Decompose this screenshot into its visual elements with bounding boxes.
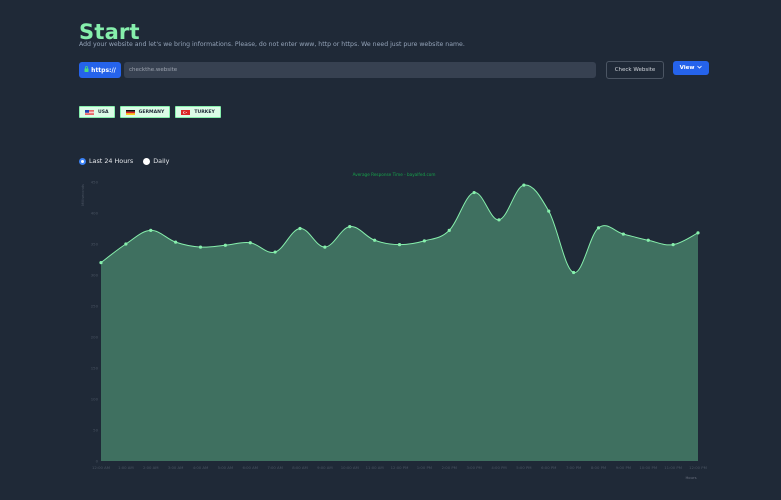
location-chip-germany[interactable]: GERMANY — [119, 106, 171, 118]
x-tick-label: 6:00 AM — [242, 465, 258, 470]
range-option-daily[interactable]: Daily — [143, 157, 169, 165]
y-tick-label: 250 — [91, 303, 99, 308]
x-tick-label: 9:00 AM — [317, 465, 333, 470]
chart-point[interactable] — [671, 243, 675, 247]
x-tick-label: 12:00 AM — [92, 465, 110, 470]
location-chip-turkey[interactable]: TURKEY — [175, 106, 221, 118]
protocol-button[interactable]: https:// — [79, 62, 121, 78]
y-tick-label: 300 — [91, 272, 99, 277]
chart-point[interactable] — [223, 243, 227, 247]
x-tick-label: 12:00 PM — [689, 465, 707, 470]
radio-button[interactable] — [143, 157, 151, 165]
radio-button-checked[interactable] — [79, 157, 86, 165]
x-tick-label: 5:00 PM — [516, 465, 531, 470]
chart-title: Average Response Time - bayalfed.com — [353, 172, 436, 177]
germany-flag-icon — [125, 109, 135, 115]
page-subtitle: Add your website and let's we bring info… — [79, 41, 465, 48]
website-input[interactable] — [124, 62, 596, 78]
chart-point[interactable] — [596, 226, 601, 230]
chart-point[interactable] — [149, 228, 153, 232]
range-option-label: Daily — [153, 157, 170, 165]
x-tick-label: 4:00 PM — [491, 465, 506, 470]
view-button-label: View — [679, 65, 695, 71]
y-tick-label: 150 — [91, 365, 99, 370]
view-button[interactable]: View — [673, 61, 709, 75]
chart-point[interactable] — [447, 228, 451, 232]
us-flag-icon — [85, 109, 94, 115]
chart-point[interactable] — [373, 238, 377, 242]
chart-point[interactable] — [547, 209, 551, 213]
check-website-button[interactable]: Check Website — [606, 61, 664, 79]
chart-point[interactable] — [248, 241, 252, 245]
y-tick-label: 50 — [93, 427, 98, 432]
x-tick-label: 12:00 PM — [391, 465, 409, 470]
y-tick-label: 450 — [91, 179, 99, 184]
chart-point[interactable] — [298, 226, 302, 231]
x-tick-label: 10:00 AM — [341, 465, 359, 470]
page-title: Start — [79, 20, 140, 44]
chart-area-fill — [101, 184, 698, 461]
x-tick-label: 5:00 AM — [218, 465, 234, 470]
y-tick-label: 100 — [91, 396, 99, 401]
x-tick-label: 9:00 PM — [616, 465, 631, 470]
x-tick-label: 3:00 PM — [466, 465, 481, 470]
x-tick-label: 7:00 AM — [267, 465, 283, 470]
x-tick-label: 8:00 AM — [292, 465, 308, 470]
y-tick-label: 350 — [91, 241, 99, 246]
chart-point[interactable] — [646, 238, 650, 242]
chart-point[interactable] — [696, 231, 700, 235]
x-tick-label: 3:00 AM — [168, 465, 184, 470]
chart-point[interactable] — [99, 261, 103, 265]
chart-point[interactable] — [348, 225, 352, 229]
chart-point[interactable] — [174, 240, 178, 244]
protocol-label: https:// — [91, 66, 116, 74]
chart-point[interactable] — [198, 245, 203, 249]
x-tick-label: 2:00 PM — [442, 465, 457, 470]
location-label: GERMANY — [138, 109, 165, 115]
y-tick-label: 0 — [96, 458, 99, 463]
location-chips: USA GERMANY TURKEY — [79, 106, 221, 118]
chart-point[interactable] — [522, 183, 526, 187]
location-label: USA — [98, 109, 109, 115]
chart-point[interactable] — [621, 232, 625, 236]
y-tick-label: 400 — [91, 210, 99, 215]
x-tick-label: 11:00 PM — [664, 465, 682, 470]
chart-point[interactable] — [472, 190, 476, 195]
x-tick-label: 4:00 AM — [193, 465, 209, 470]
time-range-selector: Last 24 Hours Daily — [79, 157, 169, 165]
x-tick-label: 7:00 PM — [566, 465, 581, 470]
chart-point[interactable] — [572, 270, 576, 275]
x-axis-label: Hours — [685, 475, 696, 480]
range-option-label: Last 24 Hours — [89, 157, 134, 165]
y-axis-label: Milliseconds — [81, 184, 85, 206]
y-tick-label: 200 — [91, 334, 99, 339]
chart-point[interactable] — [323, 245, 327, 249]
x-tick-label: 1:00 PM — [417, 465, 432, 470]
location-label: TURKEY — [194, 109, 215, 115]
x-tick-label: 1:00 AM — [118, 465, 134, 470]
chart-point[interactable] — [397, 243, 402, 247]
range-option-24h[interactable]: Last 24 Hours — [79, 157, 133, 165]
x-tick-label: 8:00 PM — [591, 465, 606, 470]
x-tick-label: 2:00 AM — [143, 465, 159, 470]
chart-point[interactable] — [124, 242, 128, 246]
turkey-flag-icon — [181, 109, 191, 115]
chart-point[interactable] — [497, 218, 501, 222]
chart-point[interactable] — [273, 250, 277, 254]
chevron-down-icon — [697, 65, 703, 71]
x-tick-label: 10:00 PM — [639, 465, 657, 470]
x-tick-label: 11:00 AM — [366, 465, 384, 470]
lock-icon — [84, 66, 89, 74]
x-tick-label: 6:00 PM — [541, 465, 556, 470]
location-chip-usa[interactable]: USA — [79, 106, 115, 118]
chart-point[interactable] — [422, 239, 426, 243]
